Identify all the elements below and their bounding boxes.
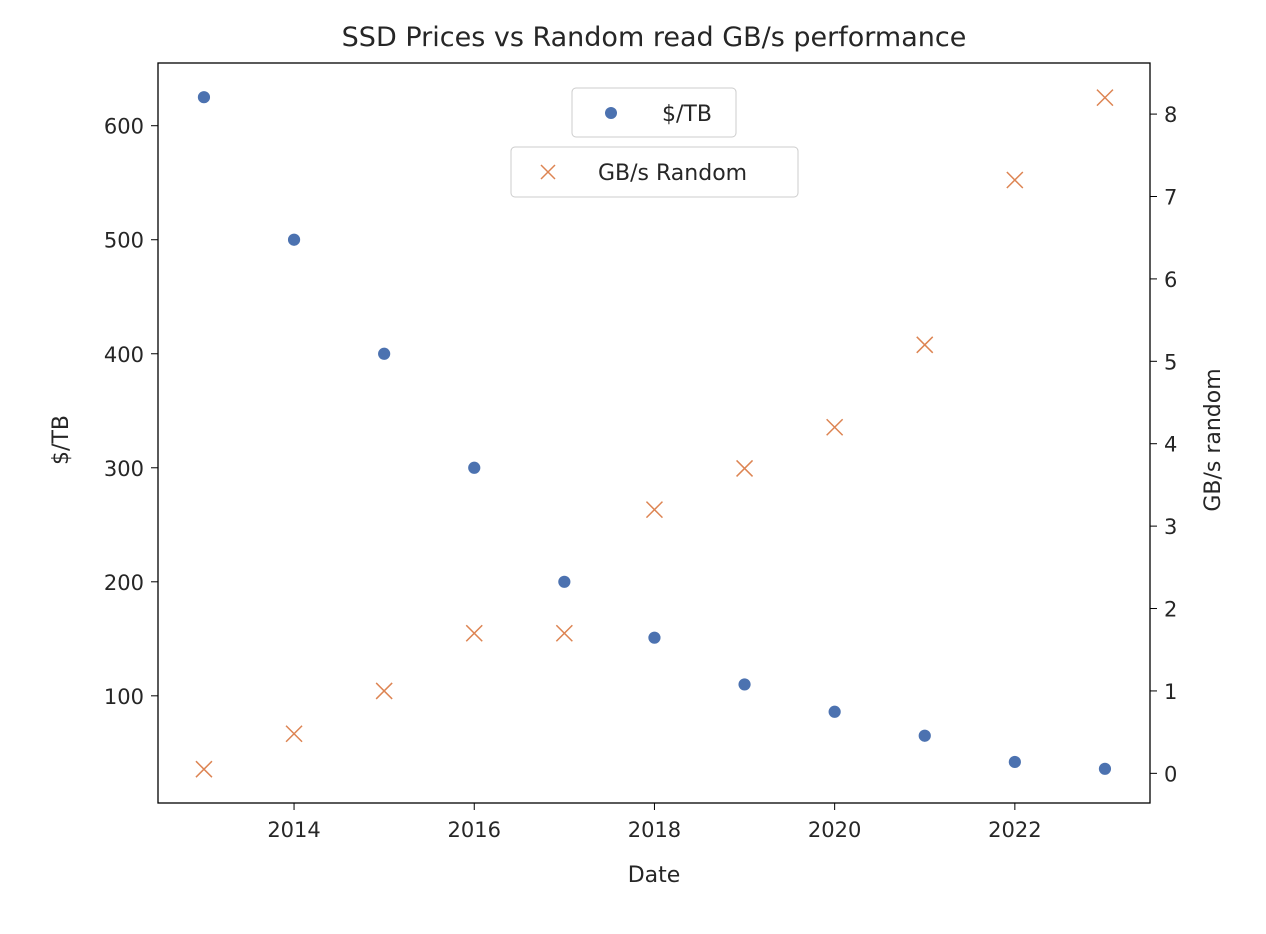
price-point — [377, 346, 392, 361]
y2-tick-label: 1 — [1164, 680, 1177, 704]
y2-tick-label: 3 — [1164, 515, 1177, 539]
gbs-point — [826, 418, 844, 436]
gbs-point — [736, 459, 754, 477]
legend-marker-circle — [605, 107, 617, 119]
y2-tick-label: 4 — [1164, 433, 1177, 457]
legend-label: GB/s Random — [598, 161, 747, 186]
gbs-point — [1096, 89, 1114, 107]
price-point — [287, 232, 301, 247]
y-tick-label: 600 — [104, 115, 144, 139]
x-tick-label: 2022 — [988, 818, 1041, 842]
gbs-point — [645, 501, 663, 519]
legend-price: $/TB — [571, 87, 737, 138]
y-axis-left: 100 200 300 400 500 600 — [104, 115, 158, 709]
y2-tick-label: 2 — [1164, 598, 1177, 622]
y2-tick-label: 7 — [1164, 185, 1177, 209]
price-point — [917, 728, 932, 743]
y-tick-label: 400 — [104, 343, 144, 367]
y-axis-right: 0 1 2 3 4 5 6 7 8 — [1150, 103, 1177, 786]
gbs-point — [285, 725, 303, 743]
y2-axis-label: GB/s random — [1201, 368, 1226, 511]
gbs-point — [916, 336, 934, 354]
y-tick-label: 200 — [104, 571, 144, 595]
y2-tick-label: 6 — [1164, 268, 1177, 292]
y-tick-label: 300 — [104, 457, 144, 481]
price-point — [1098, 761, 1112, 776]
gbs-point — [555, 624, 573, 642]
x-axis: 2014 2016 2018 2020 2022 — [267, 803, 1042, 842]
gbs-point — [465, 624, 483, 642]
price-point — [197, 90, 211, 105]
price-point — [467, 460, 482, 475]
y-tick-label: 100 — [104, 685, 144, 709]
x-tick-label: 2016 — [448, 818, 501, 842]
legend-gbs: GB/s Random — [510, 146, 799, 198]
price-point — [647, 630, 662, 645]
plot-marks — [195, 89, 1114, 778]
price-point — [1007, 755, 1022, 769]
chart-title: SSD Prices vs Random read GB/s performan… — [342, 22, 967, 53]
gbs-point — [1006, 171, 1024, 189]
x-axis-label: Date — [628, 863, 681, 888]
price-point — [737, 677, 752, 692]
x-tick-label: 2014 — [267, 818, 320, 842]
y-axis-label: $/TB — [49, 415, 74, 465]
gbs-point — [375, 682, 393, 700]
gbs-point — [195, 760, 213, 778]
price-point — [827, 704, 842, 719]
y2-tick-label: 0 — [1164, 762, 1177, 786]
x-tick-label: 2020 — [808, 818, 861, 842]
y-tick-label: 500 — [104, 229, 144, 253]
y2-tick-label: 8 — [1164, 103, 1177, 127]
x-tick-label: 2018 — [628, 818, 681, 842]
legend-label: $/TB — [662, 102, 712, 127]
legend-marker-x — [540, 164, 556, 180]
price-point — [557, 574, 572, 589]
y2-tick-label: 5 — [1164, 350, 1177, 374]
